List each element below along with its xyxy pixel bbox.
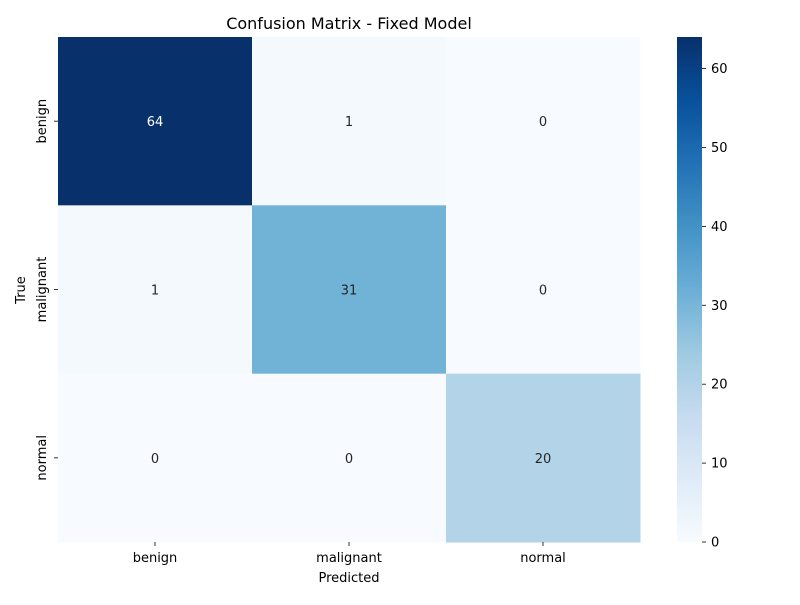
colorbar-tick-label: 40: [711, 220, 728, 235]
cell-value-label: 31: [341, 284, 358, 299]
cell-value-label: 1: [345, 115, 353, 130]
y-axis: benign malignant normal: [35, 99, 58, 481]
y-tick-label: benign: [35, 99, 50, 144]
colorbar-tick-label: 50: [711, 141, 728, 156]
x-axis: benign malignant normal: [133, 542, 566, 566]
heatmap-cell: [252, 373, 447, 543]
chart-title: Confusion Matrix - Fixed Model: [226, 14, 472, 33]
y-tick-label: normal: [35, 435, 50, 481]
heatmap-cell: [58, 205, 253, 375]
x-tick-label: malignant: [316, 551, 382, 566]
heatmap-cell: [252, 37, 447, 206]
heatmap-cell: [446, 373, 641, 543]
x-axis-label: Predicted: [318, 571, 379, 586]
cell-value-label: 64: [147, 115, 164, 130]
heatmap-cell: [58, 37, 253, 206]
heatmap-cell: [446, 37, 641, 206]
cell-value-label: 20: [535, 452, 552, 467]
heatmap-cell-labels: 64 1 0 1 31 0 0 0 20: [147, 115, 552, 467]
heatmap-cell: [58, 373, 253, 543]
x-tick-label: normal: [520, 551, 566, 566]
colorbar-tick-label: 0: [711, 536, 719, 551]
colorbar-tick-label: 60: [711, 62, 728, 77]
colorbar-tick-label: 10: [711, 457, 728, 472]
y-tick-label: malignant: [35, 257, 50, 323]
cell-value-label: 0: [539, 115, 547, 130]
cell-value-label: 0: [539, 284, 547, 299]
y-axis-label: True: [14, 276, 29, 305]
cell-value-label: 0: [345, 452, 353, 467]
heatmap-cell: [446, 205, 641, 375]
cell-value-label: 1: [151, 284, 159, 299]
colorbar-tick-label: 20: [711, 378, 728, 393]
colorbar-gradient: [677, 37, 702, 542]
colorbar: 0 10 20 30 40 50 60: [677, 37, 728, 551]
heatmap-cell: [252, 205, 447, 375]
colorbar-tick-label: 30: [711, 299, 728, 314]
cell-value-label: 0: [151, 452, 159, 467]
heatmap-cells: [58, 37, 641, 543]
x-tick-label: benign: [133, 551, 178, 566]
